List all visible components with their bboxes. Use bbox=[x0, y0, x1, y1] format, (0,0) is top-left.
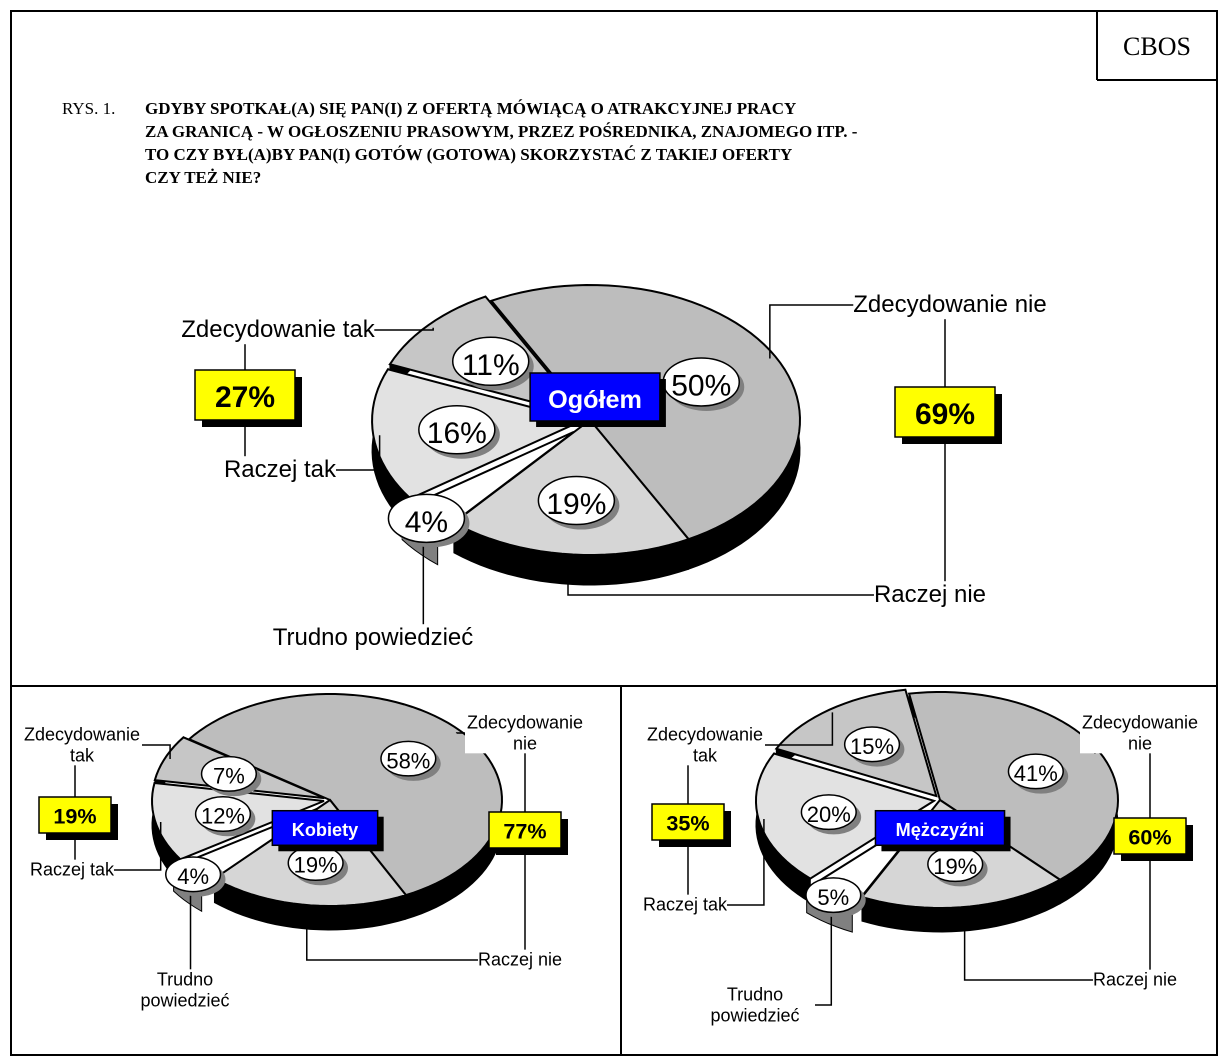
value-label: 19% bbox=[294, 853, 338, 878]
label-bubble bbox=[200, 755, 258, 792]
frame bbox=[10, 10, 1218, 1056]
category-label: Trudno powiedzieć bbox=[125, 969, 245, 1011]
leader-line bbox=[567, 565, 930, 596]
category-label: Zdecydowanie tak bbox=[22, 724, 142, 766]
value-label: 12% bbox=[201, 804, 245, 829]
label-bubble bbox=[418, 404, 496, 455]
title-line: ZA GRANICĄ - W OGŁOSZENIU PRASOWYM, PRZE… bbox=[145, 122, 858, 141]
leader-line bbox=[963, 915, 1135, 981]
value-label: 15% bbox=[850, 734, 894, 759]
category-label: Trudno powiedzieć bbox=[272, 624, 474, 652]
value-label: 58% bbox=[386, 748, 430, 773]
total-box bbox=[651, 803, 725, 841]
value-label: 16% bbox=[427, 417, 487, 450]
value-label: 5% bbox=[817, 885, 849, 910]
value-label: 7% bbox=[213, 764, 245, 789]
value-label: 50% bbox=[671, 369, 731, 402]
value-label: 19% bbox=[546, 488, 606, 521]
total-label: 27% bbox=[215, 381, 275, 414]
label-bubble bbox=[451, 336, 530, 387]
title-line: TO CZY BYŁ(A)BY PAN(I) GOTÓW (GOTOWA) SK… bbox=[145, 145, 792, 164]
figure-label: RYS. 1. bbox=[62, 99, 115, 118]
value-label: 4% bbox=[405, 506, 448, 539]
value-label: 20% bbox=[807, 802, 851, 827]
label-bubble bbox=[843, 726, 901, 763]
value-label: 41% bbox=[1014, 761, 1058, 786]
category-label: Zdecydowanie tak bbox=[181, 316, 375, 344]
title-line: GDYBY SPOTKAŁ(A) SIĘ PAN(I) Z OFERTĄ MÓW… bbox=[145, 99, 796, 118]
value-label: 4% bbox=[177, 864, 209, 889]
total-label: 60% bbox=[1128, 825, 1171, 850]
center-label: Mężczyźni bbox=[896, 820, 985, 840]
center-box bbox=[271, 809, 379, 847]
category-label: Trudno powiedzieć bbox=[695, 984, 815, 1026]
total-label: 77% bbox=[503, 819, 546, 844]
total-box bbox=[194, 369, 296, 421]
label-bubble bbox=[165, 856, 222, 893]
total-label: 35% bbox=[666, 811, 709, 836]
category-label: Zdecydowanie tak bbox=[645, 724, 765, 766]
total-label: 69% bbox=[915, 398, 975, 431]
value-label: 19% bbox=[933, 854, 977, 879]
center-box bbox=[529, 372, 661, 422]
center-box bbox=[874, 809, 1006, 847]
center-label: Kobiety bbox=[292, 820, 358, 840]
center-label: Ogółem bbox=[548, 386, 642, 414]
category-label: Raczej tak bbox=[642, 894, 728, 916]
category-label: Zdecydowanie nie bbox=[465, 712, 585, 754]
total-box bbox=[894, 386, 996, 438]
source: CBOS bbox=[1123, 32, 1191, 61]
category-label: Zdecydowanie nie bbox=[853, 291, 1047, 319]
label-bubble bbox=[194, 795, 252, 833]
category-label: Raczej tak bbox=[223, 456, 337, 484]
label-bubble bbox=[1007, 753, 1064, 790]
category-label: Raczej nie bbox=[873, 581, 987, 609]
title-line: CZY TEŻ NIE? bbox=[145, 168, 261, 187]
category-label: Raczej nie bbox=[477, 949, 563, 971]
total-label: 19% bbox=[53, 804, 96, 829]
category-label: Raczej nie bbox=[1092, 969, 1178, 991]
label-bubble bbox=[805, 877, 862, 914]
label-bubble bbox=[537, 475, 616, 526]
category-label: Raczej tak bbox=[29, 859, 115, 881]
label-bubble bbox=[800, 794, 857, 831]
total-box bbox=[38, 796, 112, 834]
category-label: Zdecydowanie nie bbox=[1080, 712, 1200, 754]
leader-line bbox=[306, 913, 520, 961]
label-bubble bbox=[387, 493, 466, 544]
total-box bbox=[1113, 817, 1187, 855]
value-label: 11% bbox=[462, 349, 520, 382]
total-box bbox=[488, 811, 562, 849]
label-bubble bbox=[380, 740, 437, 777]
